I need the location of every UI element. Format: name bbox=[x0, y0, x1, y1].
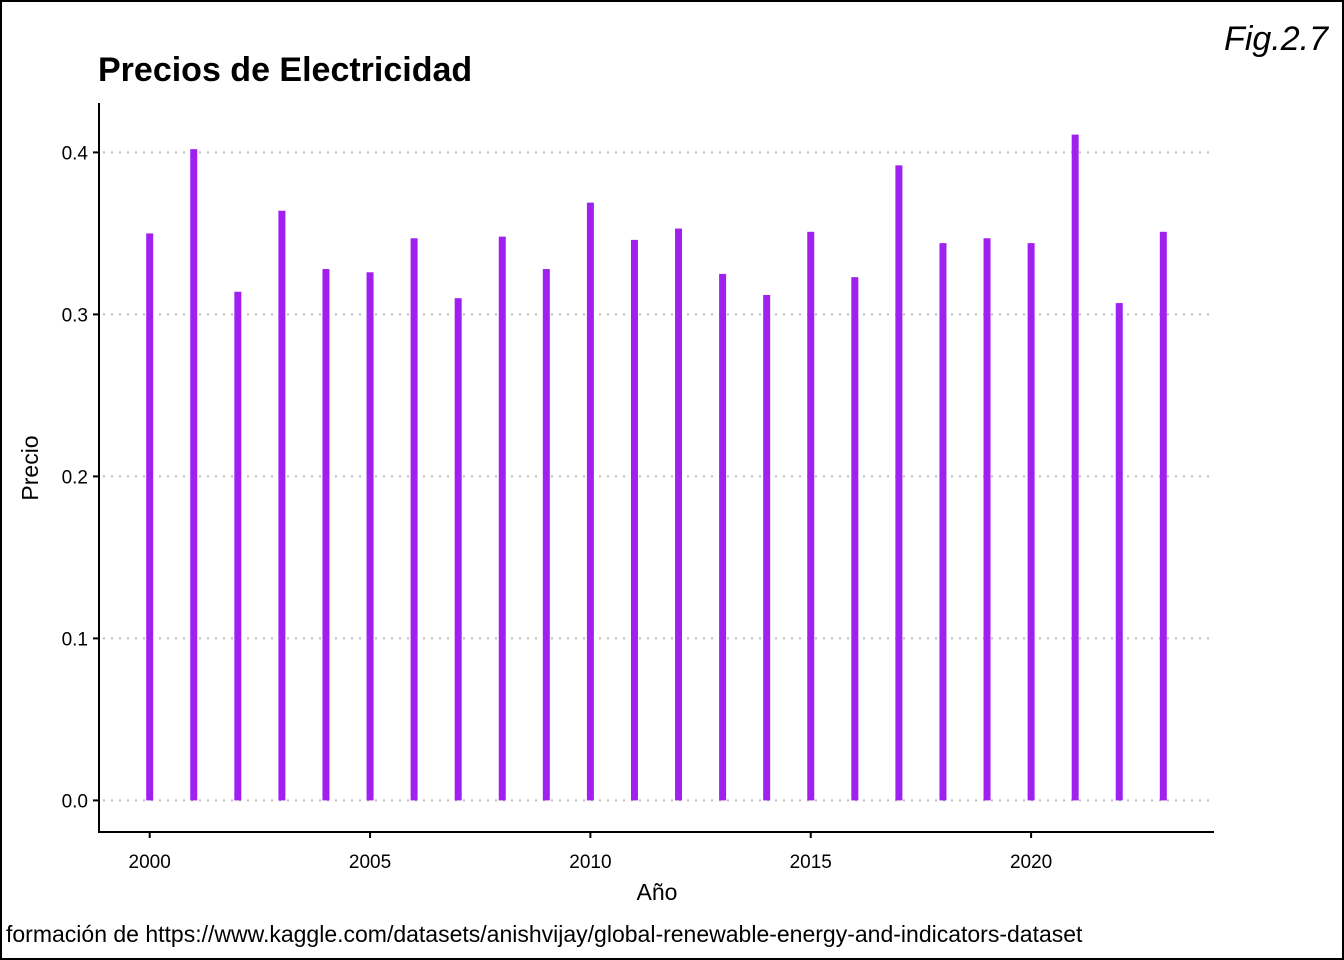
x-tick-label: 2000 bbox=[129, 852, 171, 873]
bars bbox=[146, 134, 1167, 801]
x-axis-ticks: 2000 2005 2010 2015 2020 bbox=[129, 832, 1052, 873]
figure-label: Fig.2.7 bbox=[1224, 20, 1329, 58]
bar bbox=[630, 239, 638, 801]
bar bbox=[410, 238, 418, 801]
source-caption: formación de https://www.kaggle.com/data… bbox=[6, 921, 1083, 947]
bar bbox=[146, 233, 154, 801]
bar bbox=[807, 231, 815, 801]
bar bbox=[1027, 243, 1035, 801]
x-tick-label: 2020 bbox=[1010, 852, 1052, 873]
x-tick-label: 2005 bbox=[349, 852, 391, 873]
x-tick-label: 2015 bbox=[790, 852, 832, 873]
y-tick-label: 0.0 bbox=[62, 791, 88, 812]
y-axis-title: Precio bbox=[17, 435, 43, 500]
bar bbox=[763, 294, 771, 801]
y-tick-label: 0.1 bbox=[62, 629, 88, 650]
bar bbox=[586, 202, 594, 801]
bar bbox=[983, 238, 991, 801]
bar bbox=[1115, 303, 1123, 801]
bar bbox=[1159, 231, 1167, 801]
bar bbox=[939, 243, 947, 801]
x-axis-title: Año bbox=[637, 879, 678, 905]
bar bbox=[498, 236, 506, 801]
bar bbox=[851, 277, 859, 801]
gridlines bbox=[103, 151, 1210, 802]
bar bbox=[1071, 134, 1079, 801]
bar bbox=[675, 228, 683, 801]
y-tick-label: 0.2 bbox=[62, 467, 88, 488]
bar bbox=[366, 272, 374, 801]
y-tick-label: 0.4 bbox=[62, 143, 89, 164]
chart-title: Precios de Electricidad bbox=[98, 51, 472, 89]
y-axis-ticks: 0.0 0.1 0.2 0.3 0.4 bbox=[62, 143, 99, 812]
x-tick-label: 2010 bbox=[569, 852, 611, 873]
bar bbox=[234, 291, 242, 801]
bar bbox=[322, 269, 330, 801]
bar bbox=[278, 210, 286, 801]
bar bbox=[454, 298, 462, 801]
bar bbox=[190, 149, 198, 801]
bar bbox=[895, 165, 903, 801]
y-tick-label: 0.3 bbox=[62, 305, 88, 326]
bar bbox=[542, 269, 550, 801]
bar bbox=[719, 273, 727, 801]
